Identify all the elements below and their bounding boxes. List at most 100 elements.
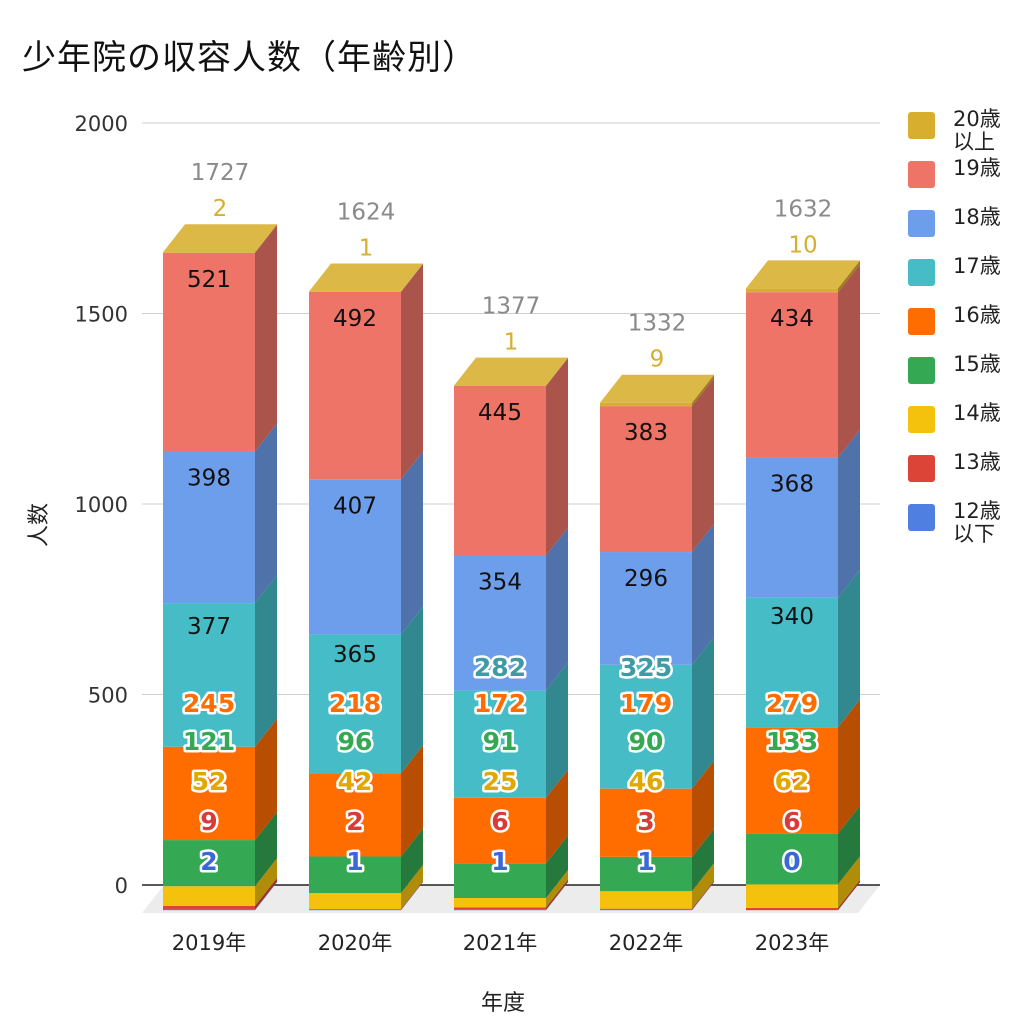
bar-segment	[454, 863, 546, 899]
total-label: 1727	[191, 160, 250, 186]
legend-label: 20歳 以上	[953, 107, 1001, 154]
x-tick-label: 2021年	[463, 931, 537, 955]
data-label: 365	[333, 642, 377, 668]
bar-segment	[454, 898, 546, 908]
bar-segment-side	[546, 870, 568, 908]
bar-segment-side	[255, 878, 277, 910]
bar-segment-side	[401, 828, 423, 894]
bar-segment	[163, 909, 255, 911]
bar-segment-side	[838, 260, 860, 293]
data-label: 492	[333, 306, 377, 332]
data-label: 245	[183, 689, 235, 718]
bar-top-face	[309, 263, 423, 292]
legend-item: 15歳	[905, 353, 1020, 402]
bar-segment	[746, 288, 838, 293]
bar-segment	[454, 385, 546, 556]
bar-segment	[163, 252, 255, 452]
data-label: 133	[766, 727, 818, 756]
data-label: 96	[338, 727, 373, 756]
total-label: 1332	[628, 311, 687, 337]
bar-segment	[163, 603, 255, 747]
bar-segment-side	[401, 745, 423, 857]
bar-segment	[309, 634, 401, 774]
bar-segment	[600, 788, 692, 857]
bar-segment-side	[401, 865, 423, 910]
bar-segment-side	[546, 357, 568, 386]
data-label: 3	[637, 807, 654, 836]
bar-segment-side	[838, 429, 860, 598]
bar-segment	[163, 252, 255, 253]
bar-segment	[309, 291, 401, 480]
y-tick-label: 0	[115, 874, 128, 898]
y-axis-label: 人数	[27, 503, 52, 547]
data-label: 6	[491, 807, 508, 836]
bar-segment-side	[401, 451, 423, 635]
data-label: 121	[183, 727, 235, 756]
data-label: 179	[620, 689, 672, 718]
bar-segment-side	[255, 881, 277, 911]
data-label: 9	[650, 347, 665, 373]
bar-segment-side	[838, 879, 860, 911]
bar-segment-side	[838, 264, 860, 458]
bar-segment-side	[546, 769, 568, 864]
bar-segment	[163, 840, 255, 887]
bar-segment-side	[546, 662, 568, 798]
bar-segment-side	[255, 858, 277, 907]
bar-segment	[163, 906, 255, 910]
bar-top-face	[600, 374, 714, 403]
legend-swatch	[908, 455, 935, 482]
bar-segment-side	[255, 224, 277, 253]
data-label: 340	[770, 604, 814, 630]
bar-segment-side	[401, 606, 423, 774]
bar-segment	[309, 909, 401, 910]
legend-item: 12歳 以下	[905, 500, 1020, 549]
legend: 20歳 以上 19歳 18歳 17歳 16歳 15歳 14歳 13歳 12歳 以下	[905, 108, 1020, 549]
bar-segment	[309, 856, 401, 894]
data-label: 1	[346, 847, 363, 876]
data-label: 296	[624, 566, 668, 592]
data-label: 0	[783, 847, 800, 876]
bar-segment-side	[546, 527, 568, 691]
bar-segment	[746, 457, 838, 598]
legend-label: 15歳	[953, 352, 1001, 376]
legend-swatch	[908, 504, 935, 531]
legend-label: 12歳 以下	[953, 499, 1001, 546]
data-label: 91	[483, 727, 518, 756]
bar-segment	[309, 773, 401, 857]
bar-segment	[163, 451, 255, 604]
y-tick-label: 500	[88, 684, 128, 708]
y-tick-label: 1000	[75, 493, 128, 517]
bar-segment	[454, 797, 546, 864]
data-label: 521	[187, 267, 231, 293]
data-label: 377	[187, 614, 231, 640]
data-label: 10	[788, 232, 817, 258]
legend-swatch	[908, 357, 935, 384]
bar-segment-side	[546, 881, 568, 911]
bar-segment	[600, 406, 692, 553]
bar-segment-side	[692, 881, 714, 911]
data-label: 62	[775, 767, 810, 796]
bar-segment-side	[401, 263, 423, 292]
data-label: 407	[333, 493, 377, 519]
legend-swatch	[908, 406, 935, 433]
data-label: 25	[483, 767, 518, 796]
bar-segment	[600, 402, 692, 407]
bar-segment-side	[255, 718, 277, 841]
data-label: 434	[770, 306, 814, 332]
bar-segment	[746, 884, 838, 908]
legend-label: 19歳	[953, 156, 1001, 180]
legend-item: 14歳	[905, 402, 1020, 451]
y-tick-label: 1500	[75, 303, 128, 327]
data-label: 354	[478, 569, 522, 595]
legend-swatch	[908, 259, 935, 286]
bar-segment-side	[255, 423, 277, 604]
legend-label: 16歳	[953, 303, 1001, 327]
bar-segment-side	[255, 224, 277, 452]
data-label: 1	[504, 330, 519, 356]
bar-segment	[746, 292, 838, 458]
bar-segment	[600, 891, 692, 909]
bar-segment	[600, 908, 692, 910]
data-label: 1	[359, 235, 374, 261]
legend-swatch	[908, 112, 935, 139]
bar-segment	[454, 690, 546, 798]
